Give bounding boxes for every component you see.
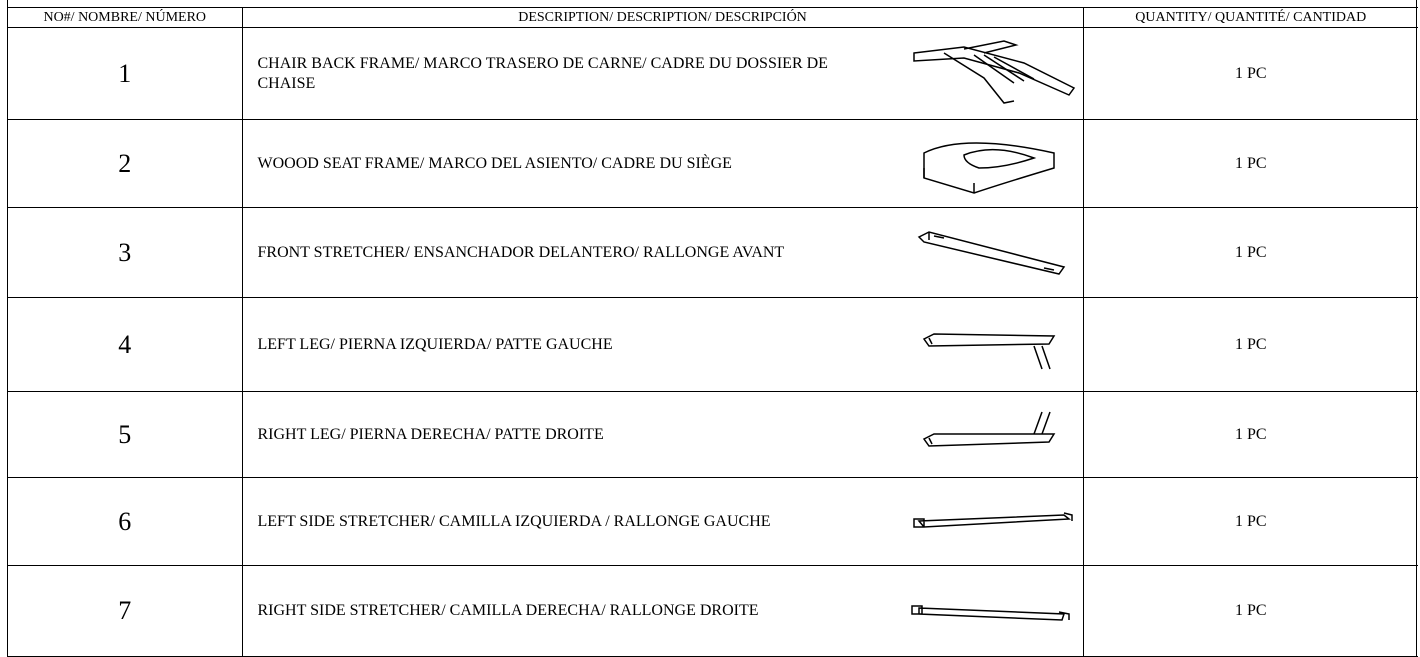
description-cell: WOOOD SEAT FRAME/ MARCO DEL ASIENTO/ CAD… <box>241 119 1084 208</box>
part-row: 1 CHAIR BACK FRAME/ MARCO TRASERO DE CARN… <box>8 27 1418 120</box>
description-cell: RIGHT LEG/ PIERNA DERECHA/ PATTE DROITE <box>241 391 1084 478</box>
part-number: 3 <box>8 207 243 298</box>
quantity: 1 PC <box>1082 565 1418 657</box>
description: RIGHT SIDE STRETCHER/ CAMILLA DERECHA/ R… <box>243 570 1083 652</box>
part-row: 4 LEFT LEG/ PIERNA IZQUIERDA/ PATTE GAUCH… <box>8 297 1418 392</box>
description: CHAIR BACK FRAME/ MARCO TRASERO DE CARNE… <box>243 33 1083 115</box>
description-cell: CHAIR BACK FRAME/ MARCO TRASERO DE CARNE… <box>241 27 1084 120</box>
description-cell: LEFT SIDE STRETCHER/ CAMILLA IZQUIERDA /… <box>241 477 1084 566</box>
part-illustration <box>910 605 1070 621</box>
part-number: 7 <box>8 565 243 657</box>
header-cell: NO#/ NOMBRE/ NÚMERO <box>8 7 243 28</box>
description-text: FRONT STRETCHER/ ENSANCHADOR DELANTERO/ … <box>257 243 785 261</box>
part-row: 3 FRONT STRETCHER/ ENSANCHADOR DELANTERO/… <box>8 207 1418 298</box>
part-row: 5 RIGHT LEG/ PIERNA DERECHA/ PATTE DROITE… <box>8 391 1418 478</box>
page: NO#/ NOMBRE/ NÚMERO DESCRIPTION/ DESCRIP… <box>7 0 1418 657</box>
description: FRONT STRETCHER/ ENSANCHADOR DELANTERO/ … <box>243 212 1083 294</box>
quantity: 1 PC <box>1082 207 1418 298</box>
part-row: 7 RIGHT SIDE STRETCHER/ CAMILLA DERECHA/ … <box>8 565 1418 657</box>
part-illustration <box>922 332 1055 369</box>
part-illustration <box>922 141 1055 194</box>
description: WOOOD SEAT FRAME/ MARCO DEL ASIENTO/ CAD… <box>243 123 1083 205</box>
quantity: 1 PC <box>1082 119 1418 208</box>
header-cell: DESCRIPTION/ DESCRIPTION/ DESCRIPCIÓN <box>241 7 1084 28</box>
part-number: 6 <box>8 477 243 566</box>
part-illustration <box>912 511 1073 528</box>
description: LEFT SIDE STRETCHER/ CAMILLA IZQUIERDA /… <box>243 481 1083 563</box>
description: RIGHT LEG/ PIERNA DERECHA/ PATTE DROITE <box>243 394 1083 476</box>
description-cell: LEFT LEG/ PIERNA IZQUIERDA/ PATTE GAUCHE <box>241 297 1084 392</box>
description-text: RIGHT SIDE STRETCHER/ CAMILLA DERECHA/ R… <box>257 602 759 619</box>
description-text: LEFT SIDE STRETCHER/ CAMILLA IZQUIERDA /… <box>257 512 771 530</box>
header-cell: QUANTITY/ QUANTITÉ/ CANTIDAD <box>1082 7 1418 28</box>
description-text: LEFT LEG/ PIERNA IZQUIERDA/ PATTE GAUCHE <box>257 335 613 353</box>
quantity: 1 PC <box>1082 27 1418 120</box>
quantity: 1 PC <box>1082 477 1418 566</box>
part-number: 5 <box>8 391 243 478</box>
part-illustration <box>912 39 1075 104</box>
quantity: 1 PC <box>1082 391 1418 478</box>
part-number: 1 <box>8 27 243 120</box>
description-cell: RIGHT SIDE STRETCHER/ CAMILLA DERECHA/ R… <box>241 565 1084 657</box>
part-row: 2 WOOOD SEAT FRAME/ MARCO DEL ASIENTO/ CA… <box>8 119 1418 208</box>
quantity: 1 PC <box>1082 297 1418 392</box>
part-illustration <box>922 411 1055 447</box>
part-illustration <box>917 230 1065 275</box>
parts-table: NO#/ NOMBRE/ NÚMERO DESCRIPTION/ DESCRIP… <box>8 7 1418 657</box>
part-number: 2 <box>8 119 243 208</box>
description-text: RIGHT LEG/ PIERNA DERECHA/ PATTE DROITE <box>257 425 604 443</box>
description-text: CHAIR BACK FRAME/ MARCO TRASERO DE CARNE… <box>257 54 828 92</box>
description-text: WOOOD SEAT FRAME/ MARCO DEL ASIENTO/ CAD… <box>257 154 732 172</box>
part-row: 6 LEFT SIDE STRETCHER/ CAMILLA IZQUIERDA … <box>8 477 1418 566</box>
description: LEFT LEG/ PIERNA IZQUIERDA/ PATTE GAUCHE <box>243 304 1083 386</box>
header-row: NO#/ NOMBRE/ NÚMERO DESCRIPTION/ DESCRIP… <box>8 7 1418 28</box>
part-number: 4 <box>8 297 243 392</box>
description-cell: FRONT STRETCHER/ ENSANCHADOR DELANTERO/ … <box>241 207 1084 298</box>
